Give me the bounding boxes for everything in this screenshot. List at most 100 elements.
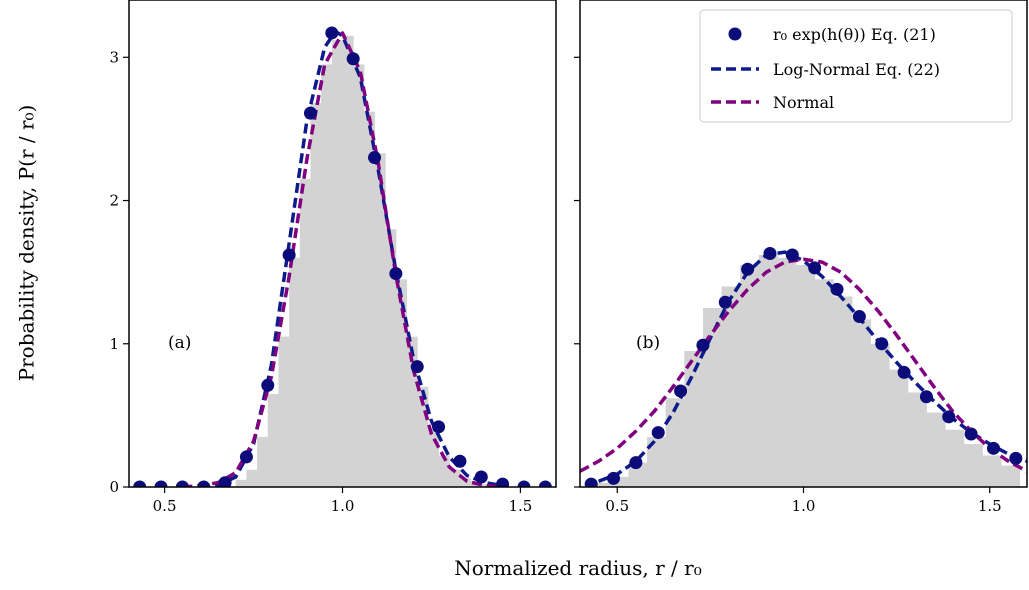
legend-label-normal: Normal: [773, 93, 834, 112]
histogram-bar: [833, 296, 853, 487]
data-point: [517, 480, 531, 487]
histogram-bar: [628, 462, 648, 487]
histogram-bar: [907, 392, 927, 487]
data-point: [651, 426, 665, 440]
data-point: [432, 420, 446, 434]
histogram-bar: [591, 482, 611, 487]
data-point: [346, 52, 360, 66]
data-point: [584, 477, 598, 487]
panel-label: (b): [636, 333, 660, 353]
data-point: [218, 476, 232, 487]
histogram-bar: [235, 479, 247, 487]
x-axis-label: Normalized radius, r / r₀: [454, 556, 701, 580]
normal-curve: [182, 31, 503, 487]
histogram-bar: [353, 64, 365, 487]
data-point: [875, 337, 889, 351]
histogram-bar: [417, 386, 429, 487]
histogram-bar: [246, 469, 258, 487]
data-point: [239, 450, 253, 464]
data-point: [674, 384, 688, 398]
histogram-bar: [289, 257, 301, 487]
histogram-bar: [321, 64, 333, 487]
data-point: [718, 295, 732, 309]
legend-label-markers: r₀ exp(h(θ)) Eq. (21): [773, 25, 936, 44]
data-point: [496, 477, 510, 487]
data-point: [154, 480, 168, 487]
histogram-bar: [982, 455, 1002, 487]
plot-area: [133, 26, 552, 487]
data-point: [830, 282, 844, 296]
data-point: [410, 360, 424, 374]
x-tick-label: 1.0: [331, 497, 355, 515]
histogram-bar: [926, 412, 946, 487]
histogram-bar: [740, 264, 760, 487]
histogram-bar: [374, 153, 386, 487]
x-tick-label: 1.5: [508, 497, 532, 515]
histogram-bar: [870, 343, 890, 487]
data-point: [852, 310, 866, 324]
data-point: [1009, 451, 1023, 465]
legend-label-lognormal: Log-Normal Eq. (22): [773, 60, 940, 79]
histogram-bar: [1000, 465, 1021, 487]
data-point: [389, 267, 403, 281]
panel-label: (a): [168, 333, 191, 353]
panel-b: 0.5 1.0 1.5 (b): [574, 0, 1028, 515]
y-tick-label: 1: [109, 335, 119, 353]
y-tick-label: 2: [109, 192, 119, 210]
histogram-bar: [647, 436, 667, 487]
histogram-bar: [758, 254, 778, 487]
histogram-bar: [331, 40, 343, 487]
histogram-bar: [267, 393, 279, 487]
data-point: [763, 247, 777, 261]
histogram-bar: [427, 429, 440, 487]
x-tick-label: 0.5: [605, 497, 629, 515]
legend-frame: [699, 9, 1013, 123]
histogram-bar: [851, 319, 872, 487]
data-point: [897, 365, 911, 379]
normal-curve: [580, 257, 1027, 473]
data-point: [303, 106, 317, 120]
histogram-bar: [814, 279, 834, 487]
data-point: [919, 390, 933, 404]
data-point: [538, 480, 552, 487]
histogram-bar: [449, 469, 461, 487]
histogram-bar: [310, 103, 322, 487]
data-point: [133, 480, 147, 487]
histogram-bar: [342, 35, 354, 487]
histogram-bar: [459, 478, 472, 487]
data-point: [325, 26, 339, 40]
data-point: [197, 480, 211, 487]
histogram-bar: [395, 279, 408, 487]
histogram-bar: [777, 257, 797, 487]
data-point: [986, 441, 1000, 455]
histogram-bar: [665, 398, 685, 487]
y-tick-label: 0: [109, 478, 119, 496]
data-point: [282, 248, 296, 262]
histogram-bar: [406, 336, 418, 487]
x-tick-label: 0.5: [153, 497, 177, 515]
data-point: [785, 248, 799, 262]
x-tick-label: 1.0: [792, 497, 816, 515]
data-point: [175, 480, 189, 487]
data-point: [741, 262, 755, 276]
histogram-bar: [438, 455, 450, 487]
data-point: [474, 470, 488, 484]
plot-area: [580, 247, 1027, 487]
histogram-bar: [721, 286, 741, 487]
data-point: [607, 471, 621, 485]
histogram-bar: [889, 369, 909, 487]
histogram-bar: [363, 111, 376, 487]
data-point: [453, 454, 467, 468]
data-point: [629, 456, 643, 470]
histogram-bar: [257, 436, 269, 487]
histogram-bar: [702, 307, 723, 487]
y-axis-label: Probability density, P(r / r₀): [15, 105, 39, 382]
histogram-bar: [945, 429, 965, 487]
legend-marker-icon: [728, 27, 742, 41]
y-tick-label: 3: [109, 48, 119, 66]
lognormal-curve: [597, 250, 1027, 483]
histogram-bar: [278, 336, 290, 487]
histogram-bar: [796, 264, 816, 487]
data-point: [368, 151, 382, 165]
